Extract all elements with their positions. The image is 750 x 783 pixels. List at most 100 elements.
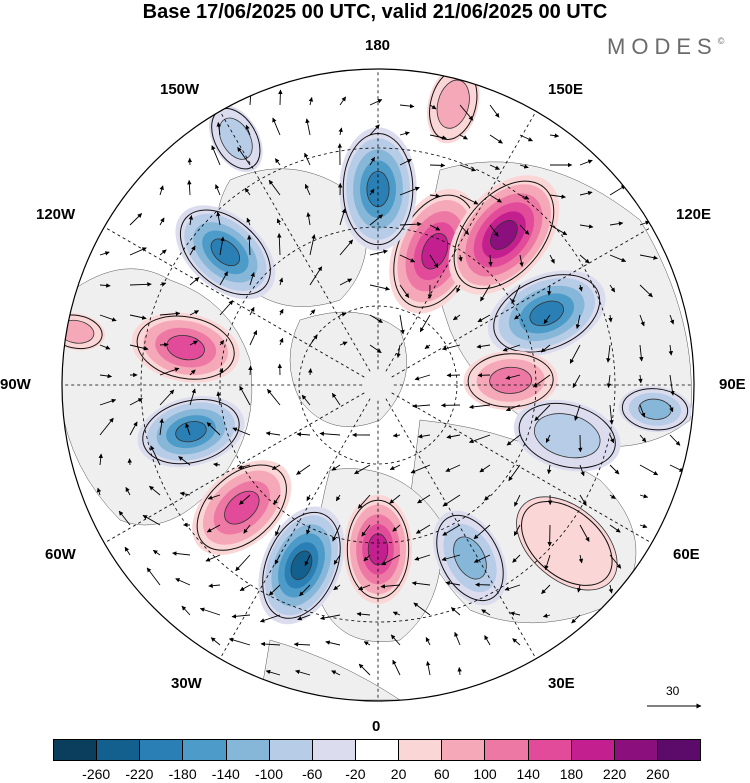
positive-anomaly [131,312,240,383]
anomaly-layer [62,69,692,625]
wind-arrow [543,314,551,324]
wind-arrow [442,524,461,536]
wind-arrow [606,374,612,389]
wind-arrow [354,464,371,475]
wind-arrow [545,434,551,444]
wind-arrow [175,578,191,586]
colorbar-tick-label: 140 [516,766,540,782]
wind-arrow [211,145,221,166]
wind-arrow [668,344,674,356]
wind-arrow [189,388,196,406]
wind-arrow [129,282,152,287]
wind-arrow [159,282,167,287]
wind-arrow [609,284,616,293]
wind-arrow [249,330,258,346]
wind-arrow [609,464,620,475]
wind-arrow [639,220,651,226]
wind-arrow [417,494,431,504]
wind-arrow [339,278,353,286]
wind-arrow [309,234,316,256]
positive-anomaly [192,460,292,555]
wind-arrow [205,554,221,562]
wind-arrow [129,421,138,436]
lon-label-60e: 60E [673,546,700,563]
wind-arrow [512,554,521,563]
wind-arrow [319,431,341,436]
wind-arrow [639,464,659,476]
wind-arrow [159,367,180,376]
wind-arrow [276,218,282,226]
wind-arrow [259,614,281,623]
wind-arrow [129,344,149,351]
wind-arrow [547,284,552,296]
wind-arrow [549,194,566,199]
lon-label-120e: 120E [676,206,712,223]
negative-anomaly [258,506,345,625]
wind-arrow [99,417,114,436]
wind-vectors [96,89,685,676]
wind-arrow [399,103,415,109]
wind-arrow [669,314,675,325]
wind-arrow [480,284,491,302]
negative-anomaly [137,396,245,468]
contour-fill [421,232,449,270]
wind-arrow [339,312,347,317]
wind-arrow [399,221,422,227]
wind-arrow [219,367,224,376]
wind-arrow [399,186,420,196]
meridian-line [391,392,652,544]
wind-arrow [505,374,521,380]
wind-arrow [129,247,147,256]
wind-arrow [306,212,311,226]
wind-arrow [389,494,401,504]
colorbar-segment [485,740,529,760]
wind-arrow [542,613,551,618]
wind-arrow [540,344,551,353]
wind-arrow [669,404,674,413]
wind-arrow [569,344,581,364]
colorbar-segment [657,740,701,760]
contour-line [262,511,341,619]
wind-arrow [339,341,348,346]
wind-arrow [414,554,431,561]
wind-arrow [508,464,521,482]
lon-label-120w: 120W [36,206,76,223]
wind-arrow [369,156,375,166]
wind-arrow [358,663,371,676]
wind-arrow [519,134,533,142]
meridian-line [104,226,365,378]
lon-label-90w: 90W [0,376,31,393]
wind-arrow [392,659,401,676]
wind-arrow [189,310,200,316]
wind-arrow [124,546,131,556]
wind-arrow [277,233,282,256]
wind-arrow [519,224,530,235]
wind-arrow [399,158,412,166]
wind-arrow [456,284,461,293]
wind-arrow [357,494,371,509]
wind-arrow [410,464,431,474]
wind-arrow [213,462,221,467]
wind-arrow [639,344,644,362]
wind-arrow [512,638,521,646]
wind-arrow [159,342,169,347]
wind-arrow [609,254,627,262]
wind-arrow [246,217,251,226]
wind-arrow [547,464,552,475]
wind-arrow [339,96,347,106]
colorbar-tick-label: 260 [646,766,670,782]
wind-arrow [519,194,530,200]
wind-arrow [219,340,225,346]
colorbar-tick-label: 220 [602,766,627,782]
wind-arrow [219,271,228,286]
wind-arrow [452,314,461,321]
contour-line [518,402,616,469]
contour-fill [490,220,518,250]
contour-line [467,353,554,408]
wind-arrow [247,234,252,256]
wind-arrow [293,642,311,647]
map-border [61,68,695,702]
wind-arrow [541,584,551,595]
colorbar-segment [140,740,184,760]
wind-arrow [399,131,410,136]
